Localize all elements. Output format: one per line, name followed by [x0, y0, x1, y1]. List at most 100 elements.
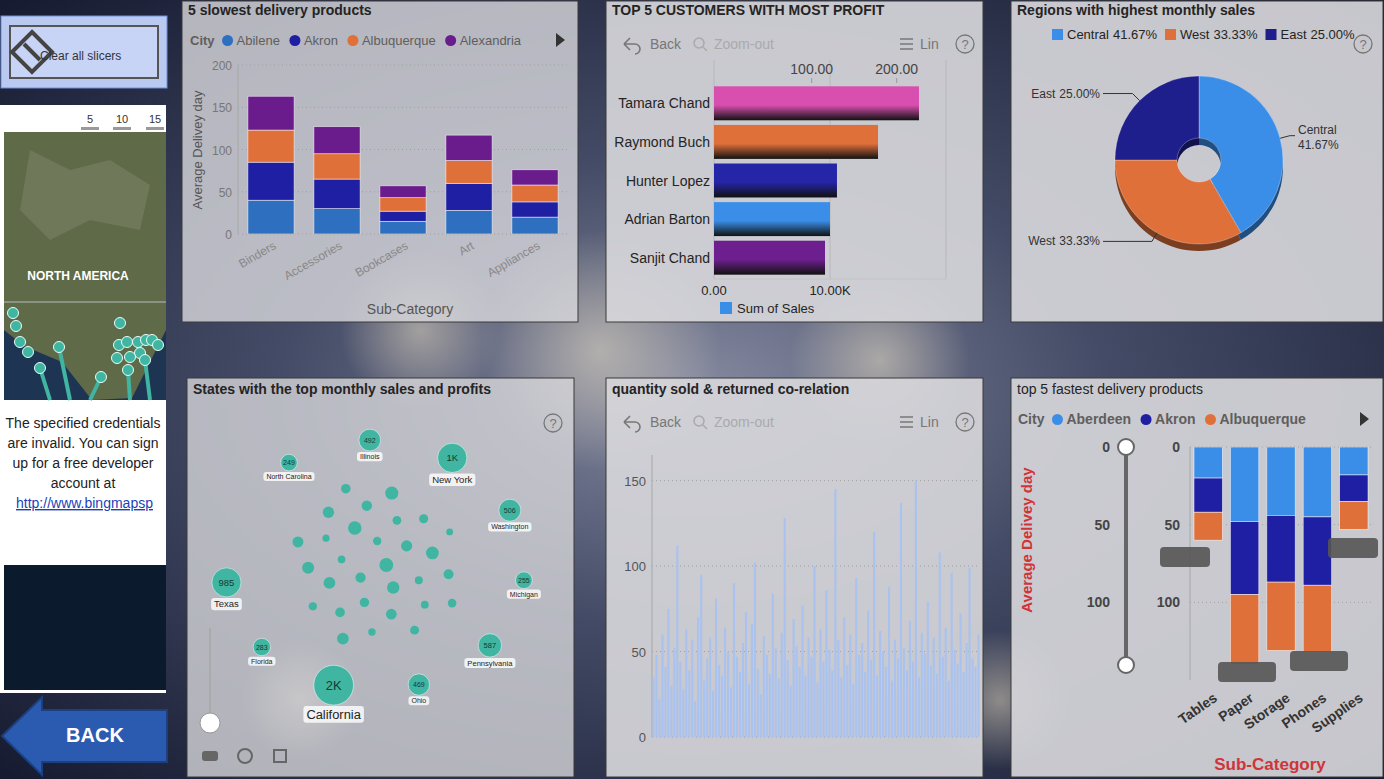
- range-slider: [1124, 447, 1128, 665]
- slider-handle[interactable]: [1118, 439, 1134, 455]
- bar: [712, 691, 714, 737]
- zoom-icon: [694, 416, 704, 426]
- map-location: [115, 318, 126, 329]
- toolbar-zoom-out[interactable]: Zoom-out: [714, 36, 774, 52]
- legend-value: 33.33%: [1213, 27, 1258, 42]
- bubble: [446, 529, 453, 536]
- bar: [748, 684, 750, 737]
- control-icon[interactable]: [202, 751, 218, 761]
- data-label: Central: [1298, 123, 1337, 137]
- bar: [977, 634, 979, 737]
- label-background: [507, 590, 541, 599]
- bubble: [335, 608, 345, 618]
- plot-area: [714, 86, 919, 274]
- button-frame: [1, 16, 167, 88]
- bar: [766, 655, 768, 737]
- bar: [888, 587, 890, 737]
- bar: [714, 164, 837, 198]
- zoom-slider-handle[interactable]: [200, 713, 220, 733]
- help-text: ?: [961, 37, 968, 52]
- bubble-name: Pennsylvania: [467, 659, 513, 668]
- slider-handle[interactable]: [1118, 657, 1134, 673]
- bar: [819, 629, 821, 737]
- control-icon[interactable]: [238, 749, 252, 763]
- control-icon[interactable]: [274, 750, 286, 762]
- category-label: Hunter Lopez: [626, 173, 710, 189]
- bar: [248, 162, 294, 200]
- map-location: [15, 337, 26, 348]
- bar: [706, 658, 708, 737]
- bar: [736, 657, 738, 737]
- map-location: [96, 372, 107, 383]
- bar: [876, 675, 878, 737]
- chart-title: quantity sold & returned co-relation: [612, 381, 849, 397]
- legend-more[interactable]: [1360, 412, 1369, 426]
- grid-line: [652, 566, 980, 567]
- bubble-name: Texas: [214, 598, 239, 609]
- bar: [661, 634, 663, 737]
- back-button[interactable]: [2, 697, 167, 775]
- bar: [1230, 447, 1258, 522]
- bubble: [444, 569, 454, 579]
- map-location: [122, 337, 133, 348]
- data-label: West33.33%: [1028, 234, 1100, 248]
- map-link[interactable]: http://www.bingmapsp: [16, 495, 153, 511]
- bar: [885, 667, 887, 737]
- list-icon: [900, 426, 913, 428]
- map-location: [125, 352, 136, 363]
- bar: [924, 653, 926, 737]
- tick-label: 100: [212, 144, 232, 158]
- bar: [849, 634, 851, 737]
- bubble: [387, 581, 399, 593]
- data-label: 2K: [326, 678, 342, 693]
- bar: [694, 701, 696, 737]
- bar: [939, 552, 941, 737]
- bar: [927, 602, 929, 737]
- legend-swatch: [445, 35, 456, 46]
- bubble: [499, 499, 521, 521]
- label-background: [408, 696, 429, 705]
- chart-title: top 5 fastest delivery products: [1017, 381, 1203, 397]
- plot-frame: [946, 60, 947, 279]
- category-label: Tables: [1175, 689, 1220, 727]
- label-background: [211, 598, 242, 610]
- label-background: [248, 657, 275, 666]
- zoom-icon: [694, 38, 704, 48]
- map-scale-bar: [113, 127, 131, 130]
- bar: [1340, 501, 1368, 529]
- toolbar-scale[interactable]: Lin: [920, 36, 939, 52]
- legend-item: East25.00%: [1281, 27, 1356, 42]
- bar: [673, 648, 675, 737]
- bar: [745, 612, 747, 737]
- help-text: ?: [961, 415, 968, 430]
- toolbar-back[interactable]: Back: [650, 414, 682, 430]
- toolbar-zoom-out[interactable]: Zoom-out: [714, 414, 774, 430]
- bar: [974, 667, 976, 737]
- x-axis-line: [714, 279, 946, 280]
- bar: [1303, 517, 1331, 585]
- back-icon: [624, 416, 640, 432]
- legend-item: West33.33%: [1180, 27, 1258, 42]
- tooltip-placeholder: [1160, 547, 1210, 567]
- bar: [802, 605, 804, 737]
- back-button-label[interactable]: BACK: [66, 724, 124, 746]
- legend-more[interactable]: [556, 33, 565, 47]
- bar: [825, 590, 827, 737]
- clear-button-label[interactable]: Clear all slicers: [40, 49, 121, 63]
- bar: [799, 667, 801, 737]
- legend-name: West: [1180, 27, 1210, 42]
- bubble: [281, 454, 298, 471]
- grid-line: [238, 65, 568, 66]
- bar: [831, 670, 833, 737]
- bar: [763, 636, 765, 737]
- data-label: 255: [518, 577, 530, 584]
- bar: [796, 646, 798, 737]
- bubble: [401, 540, 412, 551]
- toolbar-scale[interactable]: Lin: [920, 414, 939, 430]
- clear-button[interactable]: [10, 26, 158, 78]
- category-label: Sanjit Chand: [630, 250, 710, 266]
- dashboard: Clear all slicers51015NORTH AMERICAThe s…: [0, 0, 1384, 779]
- bar: [948, 681, 950, 737]
- bar: [963, 672, 965, 737]
- toolbar-back[interactable]: Back: [650, 36, 682, 52]
